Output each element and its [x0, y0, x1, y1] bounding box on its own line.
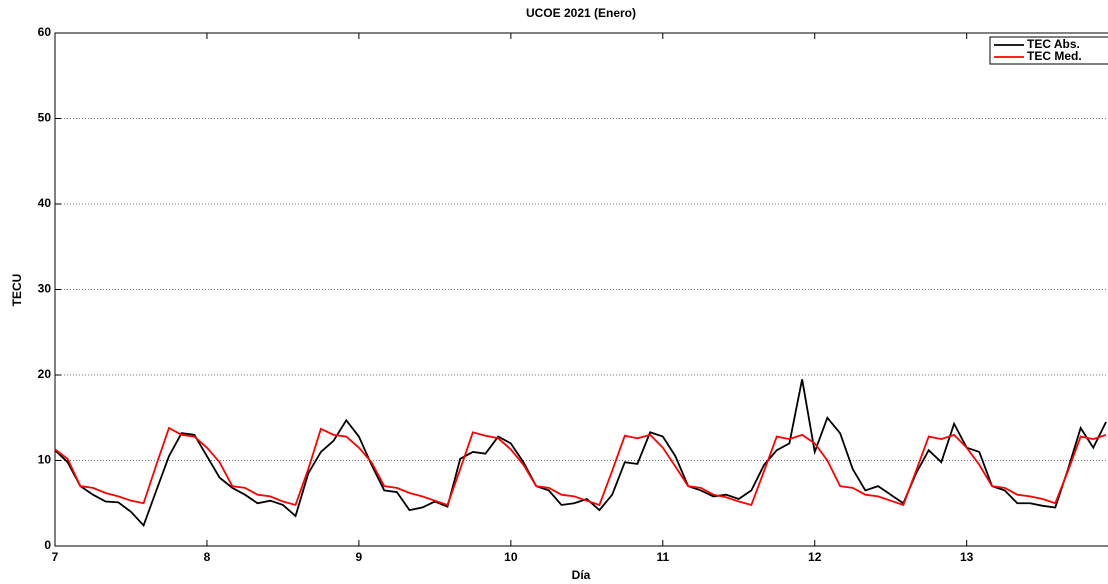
y-tick-label: 10 — [38, 453, 52, 467]
line-series — [54, 379, 1107, 528]
plot-frame — [54, 32, 1108, 547]
x-tick-label: 7 — [52, 550, 59, 564]
y-tick-label: 20 — [38, 367, 52, 381]
y-tick-label: 60 — [38, 25, 52, 39]
y-tick-label: 40 — [38, 196, 52, 210]
y-axis-label: TECU — [10, 274, 24, 307]
legend-box — [989, 36, 1108, 65]
legend-label: TEC Med. — [1027, 49, 1082, 63]
x-tick-label: 11 — [656, 550, 669, 564]
line-series — [54, 426, 1107, 507]
x-tick-label: 13 — [960, 550, 974, 564]
x-tick-label: 12 — [808, 550, 822, 564]
x-axis-label: Día — [572, 568, 591, 582]
chart-title: UCOE 2021 (Enero) — [526, 6, 636, 20]
x-tick-label: 9 — [356, 550, 363, 564]
legend-label: TEC Abs. — [1027, 37, 1080, 51]
y-tick-label: 0 — [44, 538, 51, 552]
x-tick-label: 8 — [204, 550, 211, 564]
y-tick-label: 50 — [38, 111, 52, 125]
x-tick-label: 10 — [504, 550, 518, 564]
y-tick-label: 30 — [38, 282, 52, 296]
